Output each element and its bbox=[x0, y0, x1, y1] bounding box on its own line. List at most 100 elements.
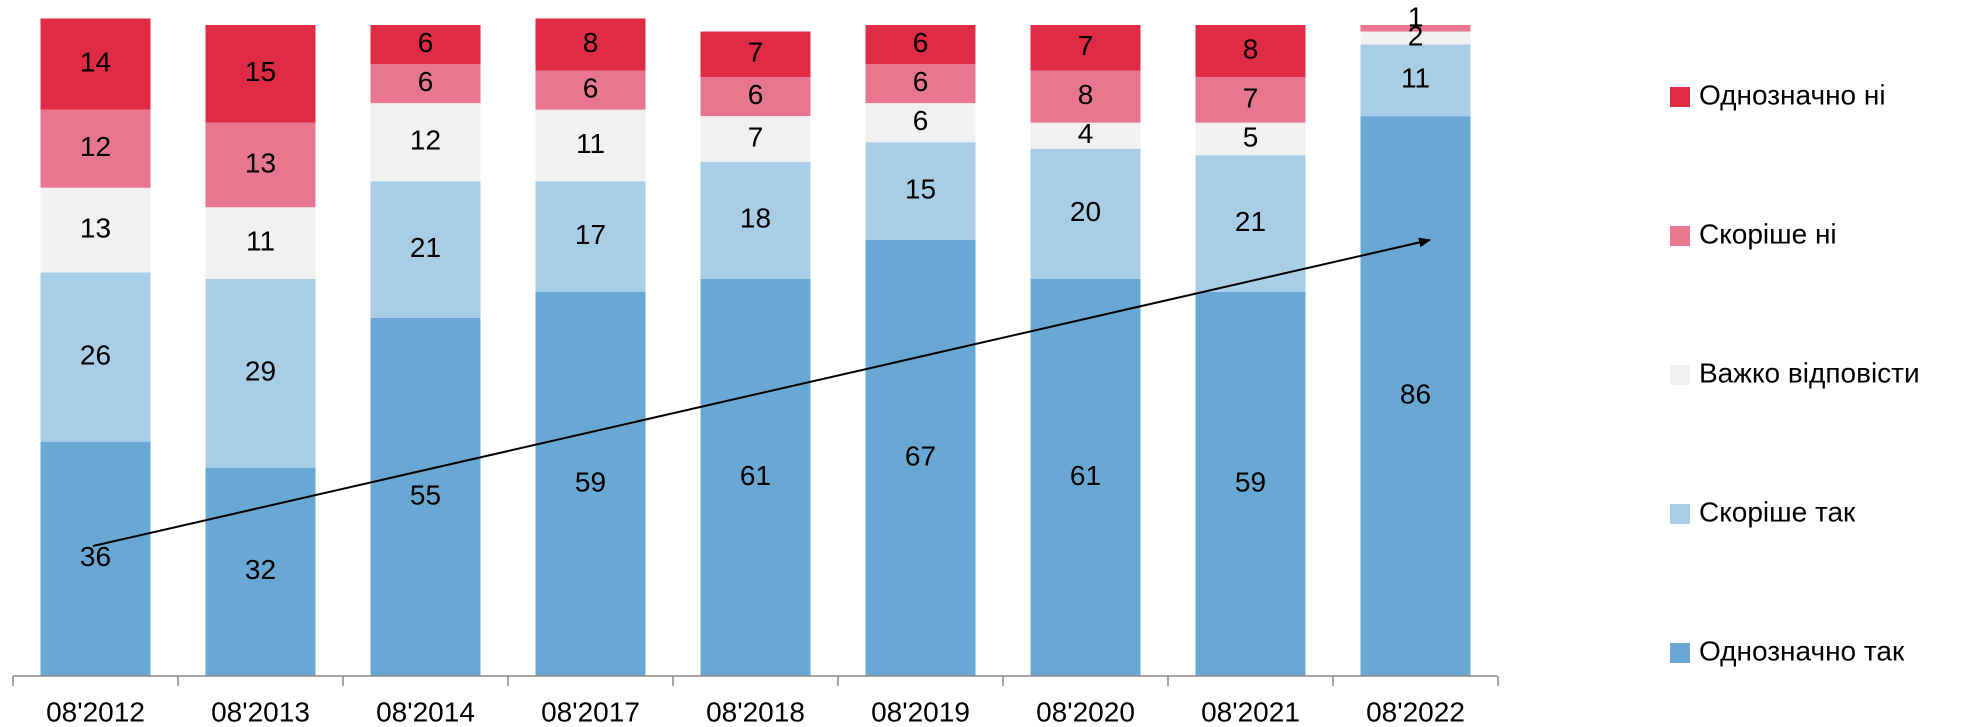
bar-segment bbox=[1360, 31, 1471, 45]
bar-segment bbox=[700, 31, 811, 78]
bar-segment bbox=[1195, 77, 1306, 123]
value-label: 5 bbox=[1243, 121, 1259, 152]
x-tick-label: 08'2018 bbox=[706, 696, 805, 727]
value-label: 13 bbox=[80, 212, 111, 243]
bar-segment bbox=[40, 109, 151, 188]
bar-segment bbox=[370, 25, 481, 65]
bar-segment bbox=[1360, 116, 1471, 676]
bar-segment bbox=[865, 64, 976, 104]
value-label: 8 bbox=[1243, 33, 1259, 64]
value-label: 20 bbox=[1070, 196, 1101, 227]
bar-segment bbox=[1360, 25, 1471, 32]
bar-segment bbox=[865, 142, 976, 240]
value-label: 6 bbox=[913, 66, 929, 97]
bar-segment bbox=[1195, 155, 1306, 292]
value-label: 6 bbox=[913, 27, 929, 58]
bar-segment bbox=[1030, 70, 1141, 123]
legend-label: Скоріше ні bbox=[1699, 218, 1837, 249]
x-tick-label: 08'2014 bbox=[376, 696, 475, 727]
value-label: 18 bbox=[740, 203, 771, 234]
value-label: 6 bbox=[583, 72, 599, 103]
bar-segment bbox=[205, 467, 316, 676]
bar-segment bbox=[865, 25, 976, 65]
bar-segment bbox=[535, 109, 646, 182]
value-label: 55 bbox=[410, 479, 441, 510]
bar-segment bbox=[40, 441, 151, 676]
legend-swatch bbox=[1670, 87, 1690, 107]
value-label: 15 bbox=[245, 56, 276, 87]
value-label: 6 bbox=[418, 27, 434, 58]
bar-segment bbox=[700, 116, 811, 162]
value-label: 8 bbox=[583, 27, 599, 58]
value-label: 86 bbox=[1400, 378, 1431, 409]
value-label: 12 bbox=[410, 125, 441, 156]
bar-segment bbox=[535, 18, 646, 71]
bar-segment bbox=[535, 181, 646, 292]
value-label: 6 bbox=[913, 105, 929, 136]
value-label: 26 bbox=[80, 339, 111, 370]
value-label: 21 bbox=[410, 232, 441, 263]
bar-segment bbox=[535, 70, 646, 110]
x-tick-label: 08'2013 bbox=[211, 696, 310, 727]
legend: Однозначно так Скоріше так Важко відповіст… bbox=[1670, 79, 1920, 666]
x-tick-label: 08'2019 bbox=[871, 696, 970, 727]
legend-label: Однозначно так bbox=[1699, 635, 1905, 666]
legend-swatch bbox=[1670, 643, 1690, 663]
bar-segment bbox=[1195, 25, 1306, 78]
legend-label: Однозначно ні bbox=[1699, 79, 1886, 110]
x-tick-label: 08'2022 bbox=[1366, 696, 1465, 727]
value-label: 8 bbox=[1078, 79, 1094, 110]
value-label: 6 bbox=[418, 66, 434, 97]
value-label: 61 bbox=[1070, 460, 1101, 491]
bar-segment bbox=[700, 278, 811, 676]
value-label: 59 bbox=[575, 466, 606, 497]
legend-label: Скоріше так bbox=[1699, 496, 1856, 527]
trend-arrow bbox=[92, 237, 1431, 547]
value-labels: 3626131214322911131555211266591711686118… bbox=[80, 2, 1431, 586]
bar-segment bbox=[865, 239, 976, 676]
value-label: 4 bbox=[1078, 118, 1094, 149]
bar-segment bbox=[205, 278, 316, 468]
value-label: 11 bbox=[246, 225, 275, 256]
legend-swatch bbox=[1670, 504, 1690, 524]
value-label: 11 bbox=[1401, 63, 1430, 94]
x-ticks: 08'2012 08'2013 08'2014 08'2017 08'2018 08'20… bbox=[12, 676, 1499, 727]
bar-segment bbox=[1360, 44, 1471, 117]
value-label: 17 bbox=[575, 219, 606, 250]
legend-swatch bbox=[1670, 226, 1690, 246]
bar-segment bbox=[370, 64, 481, 104]
bar-segment bbox=[370, 181, 481, 318]
bar-segment bbox=[1030, 278, 1141, 676]
value-label: 32 bbox=[245, 554, 276, 585]
value-label: 7 bbox=[748, 37, 764, 68]
bar-segment bbox=[1030, 25, 1141, 71]
value-label: 61 bbox=[740, 460, 771, 491]
bar-segment bbox=[700, 161, 811, 279]
legend-label: Важко відповісти bbox=[1699, 357, 1920, 388]
bar-segment bbox=[40, 18, 151, 110]
x-tick-label: 08'2021 bbox=[1201, 696, 1300, 727]
bar-segment bbox=[370, 317, 481, 676]
bar-segment bbox=[1030, 122, 1141, 149]
legend-swatch bbox=[1670, 365, 1690, 385]
value-label: 67 bbox=[905, 440, 936, 471]
value-label: 11 bbox=[576, 128, 605, 159]
bar-segment bbox=[40, 272, 151, 442]
value-label: 13 bbox=[245, 147, 276, 178]
bar-segment bbox=[1195, 291, 1306, 676]
value-label: 15 bbox=[905, 173, 936, 204]
x-tick-label: 08'2017 bbox=[541, 696, 640, 727]
bar-segment bbox=[535, 291, 646, 676]
value-label: 7 bbox=[1243, 82, 1259, 113]
bar-segment bbox=[1030, 148, 1141, 279]
bars bbox=[40, 18, 1471, 676]
bar-segment bbox=[700, 77, 811, 117]
bar-segment bbox=[205, 207, 316, 279]
bar-segment bbox=[40, 187, 151, 273]
bar-segment bbox=[865, 103, 976, 143]
value-label: 14 bbox=[80, 46, 111, 77]
x-tick-label: 08'2020 bbox=[1036, 696, 1135, 727]
value-label: 7 bbox=[1078, 30, 1094, 61]
value-label: 12 bbox=[80, 131, 111, 162]
